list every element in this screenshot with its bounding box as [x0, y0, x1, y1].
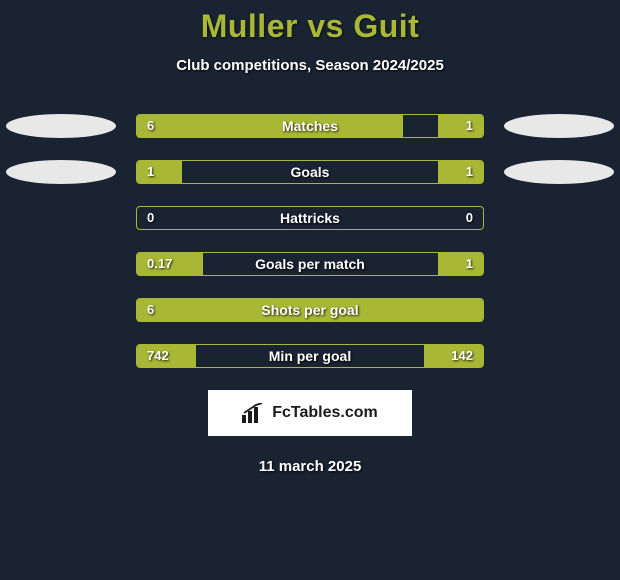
stat-label: Hattricks — [137, 207, 483, 229]
stat-value-right: 0 — [466, 207, 473, 229]
stat-row: Min per goal742142 — [0, 344, 620, 368]
stat-row: Goals per match0.171 — [0, 252, 620, 276]
stat-row: Shots per goal6 — [0, 298, 620, 322]
player-ellipse-right — [504, 160, 614, 184]
player-ellipse-left — [6, 160, 116, 184]
bar-fill-right — [438, 161, 483, 183]
stat-bar: Goals11 — [136, 160, 484, 184]
brand-badge: FcTables.com — [208, 390, 412, 436]
bar-fill-right — [424, 345, 483, 367]
stat-value-left: 0 — [147, 207, 154, 229]
comparison-chart: Muller vs Guit Club competitions, Season… — [0, 0, 620, 475]
bar-fill-left — [137, 299, 483, 321]
stat-bar: Hattricks0 0 — [136, 206, 484, 230]
bar-fill-left — [137, 161, 182, 183]
stat-label: Goals — [137, 161, 483, 183]
player-ellipse-left — [6, 114, 116, 138]
stat-bar: Shots per goal6 — [136, 298, 484, 322]
stat-rows: Matches61 Goals11 Hattricks0 0 Goals per mat… — [0, 114, 620, 368]
stat-bar: Min per goal742142 — [136, 344, 484, 368]
brand-text: FcTables.com — [272, 404, 378, 422]
bar-fill-right — [438, 115, 483, 137]
stat-bar: Matches61 — [136, 114, 484, 138]
fctables-logo-icon — [242, 403, 266, 423]
stat-bar: Goals per match0.171 — [136, 252, 484, 276]
stat-row: Hattricks0 0 — [0, 206, 620, 230]
page-title: Muller vs Guit — [0, 8, 620, 45]
bar-fill-left — [137, 345, 196, 367]
bar-fill-left — [137, 253, 203, 275]
stat-row: Matches61 — [0, 114, 620, 138]
stat-row: Goals11 — [0, 160, 620, 184]
bar-fill-right — [438, 253, 483, 275]
player-ellipse-right — [504, 114, 614, 138]
subtitle: Club competitions, Season 2024/2025 — [0, 57, 620, 74]
footer-date: 11 march 2025 — [0, 458, 620, 475]
bar-fill-left — [137, 115, 403, 137]
